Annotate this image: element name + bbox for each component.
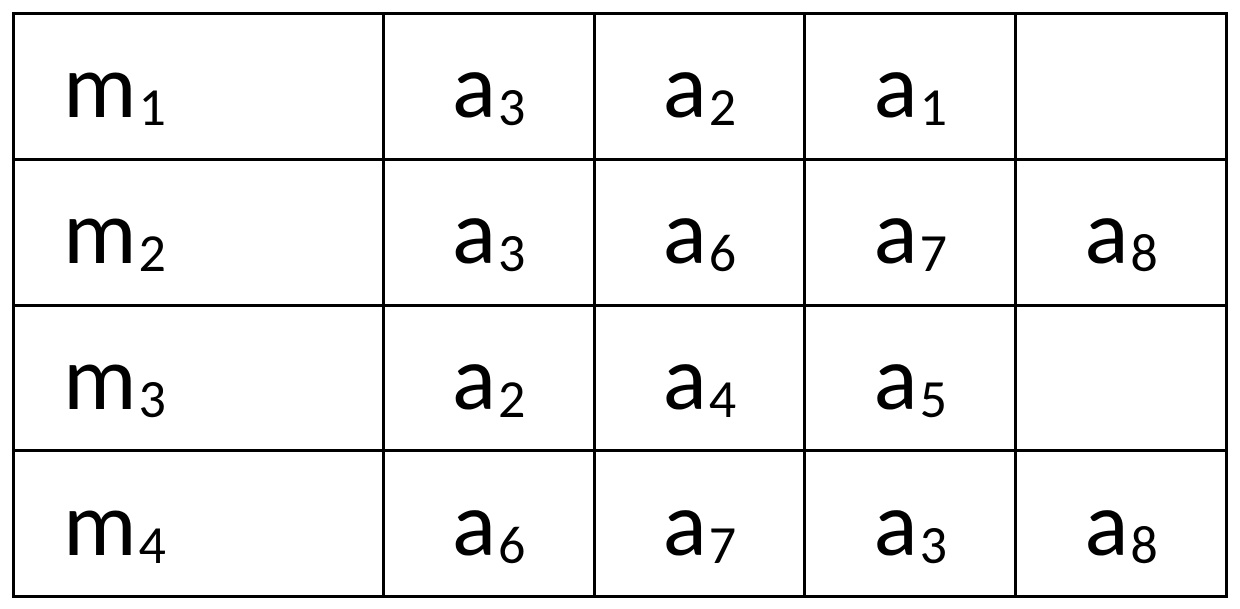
table-cell: a6 xyxy=(594,159,805,305)
cell-base: a xyxy=(873,467,917,580)
cell-base: m xyxy=(63,29,137,142)
cell-base: a xyxy=(452,175,496,288)
cell-base: m xyxy=(63,175,137,288)
cell-sub: 2 xyxy=(139,220,166,286)
cell-base: a xyxy=(452,321,496,434)
table-cell: a8 xyxy=(1016,159,1227,305)
table-cell: a8 xyxy=(1016,451,1227,597)
data-table: m1 a3 a2 a1 m2 a3 a6 a7 a8 m3 a2 a4 a5 xyxy=(12,12,1228,598)
table-row: m4 a6 a7 a3 a8 xyxy=(14,451,1227,597)
table-cell: a2 xyxy=(383,305,594,451)
cell-base: a xyxy=(1084,175,1128,288)
table-cell: a7 xyxy=(594,451,805,597)
table-row: m2 a3 a6 a7 a8 xyxy=(14,159,1227,305)
cell-sub: 8 xyxy=(1130,220,1157,286)
cell-sub: 1 xyxy=(920,74,947,140)
cell-base: a xyxy=(873,29,917,142)
cell-sub: 5 xyxy=(920,366,947,432)
row-label-cell: m4 xyxy=(14,451,384,597)
cell-sub: 4 xyxy=(139,512,166,578)
cell-sub: 2 xyxy=(498,366,525,432)
cell-sub: 3 xyxy=(139,366,166,432)
table-cell: a4 xyxy=(594,305,805,451)
cell-base: m xyxy=(63,467,137,580)
cell-base: a xyxy=(452,29,496,142)
cell-sub: 6 xyxy=(709,220,736,286)
cell-base: a xyxy=(663,467,707,580)
row-label-cell: m1 xyxy=(14,14,384,160)
table-cell: a5 xyxy=(805,305,1016,451)
table-row: m3 a2 a4 a5 xyxy=(14,305,1227,451)
row-label-cell: m3 xyxy=(14,305,384,451)
cell-sub: 4 xyxy=(709,366,736,432)
cell-sub: 3 xyxy=(498,220,525,286)
table-cell: a3 xyxy=(805,451,1016,597)
table-wrapper: m1 a3 a2 a1 m2 a3 a6 a7 a8 m3 a2 a4 a5 xyxy=(12,12,1228,598)
table-cell: a7 xyxy=(805,159,1016,305)
table-cell: a3 xyxy=(383,14,594,160)
table-cell: a1 xyxy=(805,14,1016,160)
cell-sub: 6 xyxy=(498,512,525,578)
table-row: m1 a3 a2 a1 xyxy=(14,14,1227,160)
table-cell: a3 xyxy=(383,159,594,305)
cell-sub: 2 xyxy=(709,74,736,140)
cell-base: a xyxy=(663,321,707,434)
cell-sub: 7 xyxy=(709,512,736,578)
cell-sub: 3 xyxy=(920,512,947,578)
cell-base: a xyxy=(452,467,496,580)
cell-sub: 8 xyxy=(1130,512,1157,578)
table-cell: a2 xyxy=(594,14,805,160)
cell-base: a xyxy=(873,175,917,288)
cell-base: a xyxy=(873,321,917,434)
cell-base: a xyxy=(663,29,707,142)
row-label-cell: m2 xyxy=(14,159,384,305)
cell-base: a xyxy=(1084,467,1128,580)
cell-sub: 7 xyxy=(920,220,947,286)
cell-sub: 1 xyxy=(139,74,166,140)
cell-base: a xyxy=(663,175,707,288)
cell-base: m xyxy=(63,321,137,434)
cell-sub: 3 xyxy=(498,74,525,140)
table-cell xyxy=(1016,14,1227,160)
table-cell xyxy=(1016,305,1227,451)
table-cell: a6 xyxy=(383,451,594,597)
